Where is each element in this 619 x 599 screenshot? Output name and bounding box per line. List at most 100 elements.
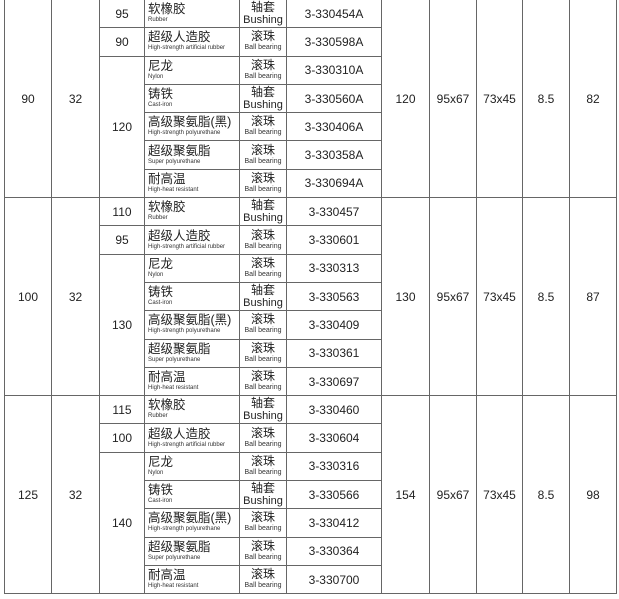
part-number-cell: 3-330598A xyxy=(286,27,382,57)
cell-c10: 8.5 xyxy=(522,395,570,595)
table-row: 耐高温 High-heat resistant 滚珠 Ball bearing 3-33… xyxy=(5,564,617,595)
cell-c9: 73x45 xyxy=(476,0,523,199)
bearing-type-en: Ball bearing xyxy=(244,384,282,391)
cell-c3: 140 xyxy=(99,451,145,595)
table-row: 超级聚氨脂 Super polyurethane 滚珠 Ball bearing 3-3… xyxy=(5,140,617,170)
material-cell: 高级聚氨脂(黑) High-strength polyurethane xyxy=(144,508,240,538)
material-en: High-strength artificial rubber xyxy=(148,45,226,52)
bearing-type-en: Ball bearing xyxy=(244,553,282,561)
bearing-type-cell: 滚珠 Ball bearing xyxy=(239,451,287,482)
bearing-type-en: Ball bearing xyxy=(244,270,282,278)
table-row: 超级聚氨脂 Super polyurethane 滚珠 Ball bearing 3-3… xyxy=(5,536,617,566)
cell-c9: 73x45 xyxy=(476,197,523,397)
table-row: 耐高温 High-heat resistant 滚珠 Ball bearing 3-33… xyxy=(5,366,617,397)
material-zh: 软橡胶 xyxy=(148,398,186,413)
bearing-type-zh: 滚珠 xyxy=(250,369,275,383)
material-cell: 超级人造胶 High-strength artificial rubber xyxy=(144,225,240,255)
material-cell: 铸铁 Cast-iron xyxy=(144,83,240,114)
material-en: High-heat resistant xyxy=(148,385,199,391)
table-row: 120 尼龙 Nylon 滚珠 Ball bearing 3-330310A xyxy=(5,55,617,199)
bearing-type-en: Ball bearing xyxy=(244,44,282,52)
bearing-type-cell: 轴套 Bushing xyxy=(239,395,287,425)
material-cell: 软橡胶 Rubber xyxy=(144,197,240,227)
bearing-type-zh: 轴套 xyxy=(250,198,275,213)
bearing-type-cell: 滚珠 Ball bearing xyxy=(239,310,287,340)
bearing-type-cell: 轴套 Bushing xyxy=(239,83,287,114)
material-zh: 高级聚氨脂(黑) xyxy=(148,313,232,328)
material-en: Cast-iron xyxy=(148,498,173,505)
bearing-type-zh: 滚珠 xyxy=(250,340,275,355)
bearing-type-en: Ball bearing xyxy=(244,129,282,137)
material-cell: 高级聚氨脂(黑) High-strength polyurethane xyxy=(144,112,240,142)
table-row: 100 超级人造胶 High-strength artificial rubber 滚… xyxy=(5,423,617,453)
bearing-type-cell: 滚珠 Ball bearing xyxy=(239,140,287,170)
bearing-type-en: Ball bearing xyxy=(244,440,282,448)
cell-c10: 8.5 xyxy=(522,197,570,397)
table-row: 125 32 115 软橡胶 Rubber 轴套 Bushing 3-330460 154 95x… xyxy=(4,395,617,595)
spec-table: 90 32 95 软橡胶 Rubber 轴套 Bushing 3-330454A 120 95x6… xyxy=(4,0,617,595)
material-zh: 尼龙 xyxy=(148,58,174,73)
bearing-type-zh: 滚珠 xyxy=(250,227,275,242)
bearing-type-en: Ball bearing xyxy=(244,355,282,363)
bearing-type-zh: 滚珠 xyxy=(250,114,275,129)
bearing-type-en: Bushing xyxy=(243,495,283,508)
material-cell: 软橡胶 Rubber xyxy=(144,395,240,425)
part-number-cell: 3-330361 xyxy=(286,338,382,368)
material-zh: 尼龙 xyxy=(148,256,174,271)
cell-c1: 90 xyxy=(4,0,52,199)
bearing-type-zh: 轴套 xyxy=(250,0,275,15)
table-row: 铸铁 Cast-iron 轴套 Bushing 3-330560A xyxy=(5,83,617,114)
bearing-type-zh: 滚珠 xyxy=(250,29,275,44)
cell-c11: 82 xyxy=(569,0,617,199)
material-zh: 超级聚氨脂 xyxy=(148,341,211,356)
cell-c3: 115 xyxy=(99,395,145,425)
material-cell: 尼龙 Nylon xyxy=(144,451,240,482)
bearing-type-zh: 轴套 xyxy=(250,481,275,496)
part-number-cell: 3-330460 xyxy=(286,395,382,425)
bearing-type-en: Bushing xyxy=(243,212,283,225)
material-cell: 尼龙 Nylon xyxy=(144,55,240,85)
bearing-type-zh: 滚珠 xyxy=(250,510,275,525)
bearing-type-cell: 滚珠 Ball bearing xyxy=(239,253,287,283)
cell-c9: 73x45 xyxy=(476,395,523,595)
bearing-type-cell: 滚珠 Ball bearing xyxy=(239,564,287,595)
cell-c1: 125 xyxy=(4,395,52,595)
cell-c3: 110 xyxy=(99,197,145,227)
material-en: Rubber xyxy=(148,413,168,420)
part-number-cell: 3-330566 xyxy=(286,480,382,510)
bearing-type-zh: 轴套 xyxy=(250,283,275,298)
part-number-cell: 3-330457 xyxy=(286,197,382,227)
bearing-type-zh: 轴套 xyxy=(250,396,275,411)
cell-c2: 32 xyxy=(51,395,100,595)
material-en: Nylon xyxy=(148,469,164,476)
table-row: 100 32 110 软橡胶 Rubber 轴套 Bushing 3-330457 130 95x… xyxy=(4,197,617,397)
material-en: High-strength polyurethane xyxy=(148,130,221,137)
material-zh: 软橡胶 xyxy=(148,2,186,17)
material-en: High-strength artificial rubber xyxy=(148,243,226,250)
table-row: 90 超级人造胶 High-strength artificial rubber 滚珠… xyxy=(5,27,617,57)
bearing-type-en: Bushing xyxy=(243,410,283,423)
material-cell: 高级聚氨脂(黑) High-strength polyurethane xyxy=(144,310,240,340)
bearing-type-en: Ball bearing xyxy=(244,242,282,250)
bearing-type-en: Ball bearing xyxy=(244,327,282,335)
table-row: 130 尼龙 Nylon 滚珠 Ball bearing 3-330313 xyxy=(5,253,617,397)
bearing-type-zh: 滚珠 xyxy=(250,538,275,553)
part-number-cell: 3-330601 xyxy=(286,225,382,255)
table-row: 90 32 95 软橡胶 Rubber 轴套 Bushing 3-330454A 120 95x6… xyxy=(4,0,617,199)
cell-c3: 95 xyxy=(99,0,145,29)
part-number-cell: 3-330694A xyxy=(286,168,382,199)
bearing-type-cell: 滚珠 Ball bearing xyxy=(239,338,287,368)
bearing-type-cell: 滚珠 Ball bearing xyxy=(239,112,287,142)
cell-c7: 154 xyxy=(381,395,430,595)
material-cell: 超级聚氨脂 Super polyurethane xyxy=(144,338,240,368)
material-zh: 软橡胶 xyxy=(148,200,186,215)
material-zh: 超级人造胶 xyxy=(148,30,211,45)
bearing-type-en: Ball bearing xyxy=(244,157,282,165)
part-number-cell: 3-330310A xyxy=(286,55,382,85)
part-number-cell: 3-330358A xyxy=(286,140,382,170)
material-cell: 软橡胶 Rubber xyxy=(144,0,240,29)
material-en: Nylon xyxy=(148,271,164,278)
material-cell: 铸铁 Cast-iron xyxy=(144,480,240,510)
table-row: 铸铁 Cast-iron 轴套 Bushing 3-330566 xyxy=(5,480,617,510)
bearing-type-cell: 滚珠 Ball bearing xyxy=(239,27,287,57)
